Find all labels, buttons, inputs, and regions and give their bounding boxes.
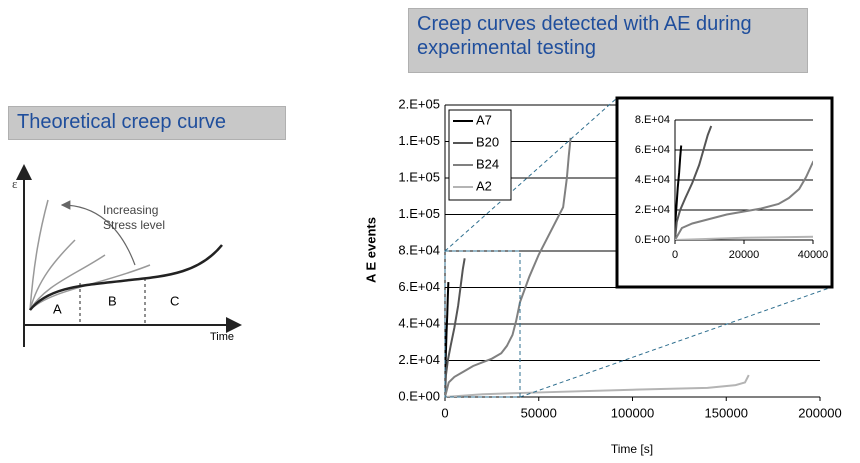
y-tick-label: 2.E+04 [398, 352, 440, 367]
y-tick-label: 2.E+05 [398, 96, 440, 111]
series-group [675, 125, 813, 240]
x-tick-label: 100000 [611, 405, 654, 420]
x-tick-label: 40000 [798, 249, 829, 261]
series-line [445, 258, 466, 397]
zoom-box [444, 250, 521, 398]
chart-title: Creep curves detected with AE during exp… [408, 8, 808, 73]
x-tick-label: 0 [441, 405, 448, 420]
x-axis-label: Time [s] [611, 442, 653, 456]
y-tick-label: 4.E+04 [398, 315, 440, 330]
series-line [445, 374, 750, 397]
region-label: B [108, 293, 117, 308]
x-tick-label: 0 [672, 249, 678, 261]
y-tick-label: 1.E+05 [398, 206, 440, 221]
y-tick-label: 0.E+00 [635, 234, 670, 246]
region-label: A [53, 301, 62, 316]
legend-box [448, 109, 512, 201]
series-line [445, 137, 572, 397]
y-axis-label: A E events [363, 217, 378, 283]
y-tick-label: 4.E+04 [635, 174, 670, 186]
x-tick-label: 200000 [798, 405, 841, 420]
x-tick-label: 150000 [705, 405, 748, 420]
y-tick-label: 8.E+04 [398, 242, 440, 257]
region-label: C [170, 293, 179, 308]
annotation: Increasing [103, 203, 158, 217]
y-tick-label: 1.E+05 [398, 169, 440, 184]
schematic [16, 164, 242, 347]
legend-label: B20 [476, 134, 499, 149]
series-line [675, 125, 713, 240]
x-tick-label: 20000 [729, 249, 760, 261]
x-label: Time [210, 331, 234, 343]
y-tick-label: 2.E+04 [635, 204, 670, 216]
legend-label: B24 [476, 156, 499, 171]
x-tick-label: 50000 [521, 405, 557, 420]
legend-label: A7 [476, 112, 492, 127]
panel-title: Theoretical creep curve [8, 106, 286, 140]
y-label: ε [12, 176, 18, 191]
y-tick-label: 8.E+04 [635, 114, 670, 126]
series-line [675, 160, 813, 240]
y-tick-label: 6.E+04 [635, 144, 670, 156]
legend: A7 B20 B24 A2 [448, 109, 512, 201]
y-tick-label: 1.E+05 [398, 133, 440, 148]
y-tick-label: 6.E+04 [398, 279, 440, 294]
y-tick-label: 0.E+00 [398, 388, 440, 403]
zoom-guide [444, 97, 618, 252]
series-line [675, 235, 813, 240]
series-group [445, 137, 750, 397]
series-line [675, 145, 683, 240]
annotation: Stress level [103, 218, 165, 232]
legend-label: A2 [476, 178, 492, 193]
zoom-guide [519, 286, 833, 398]
